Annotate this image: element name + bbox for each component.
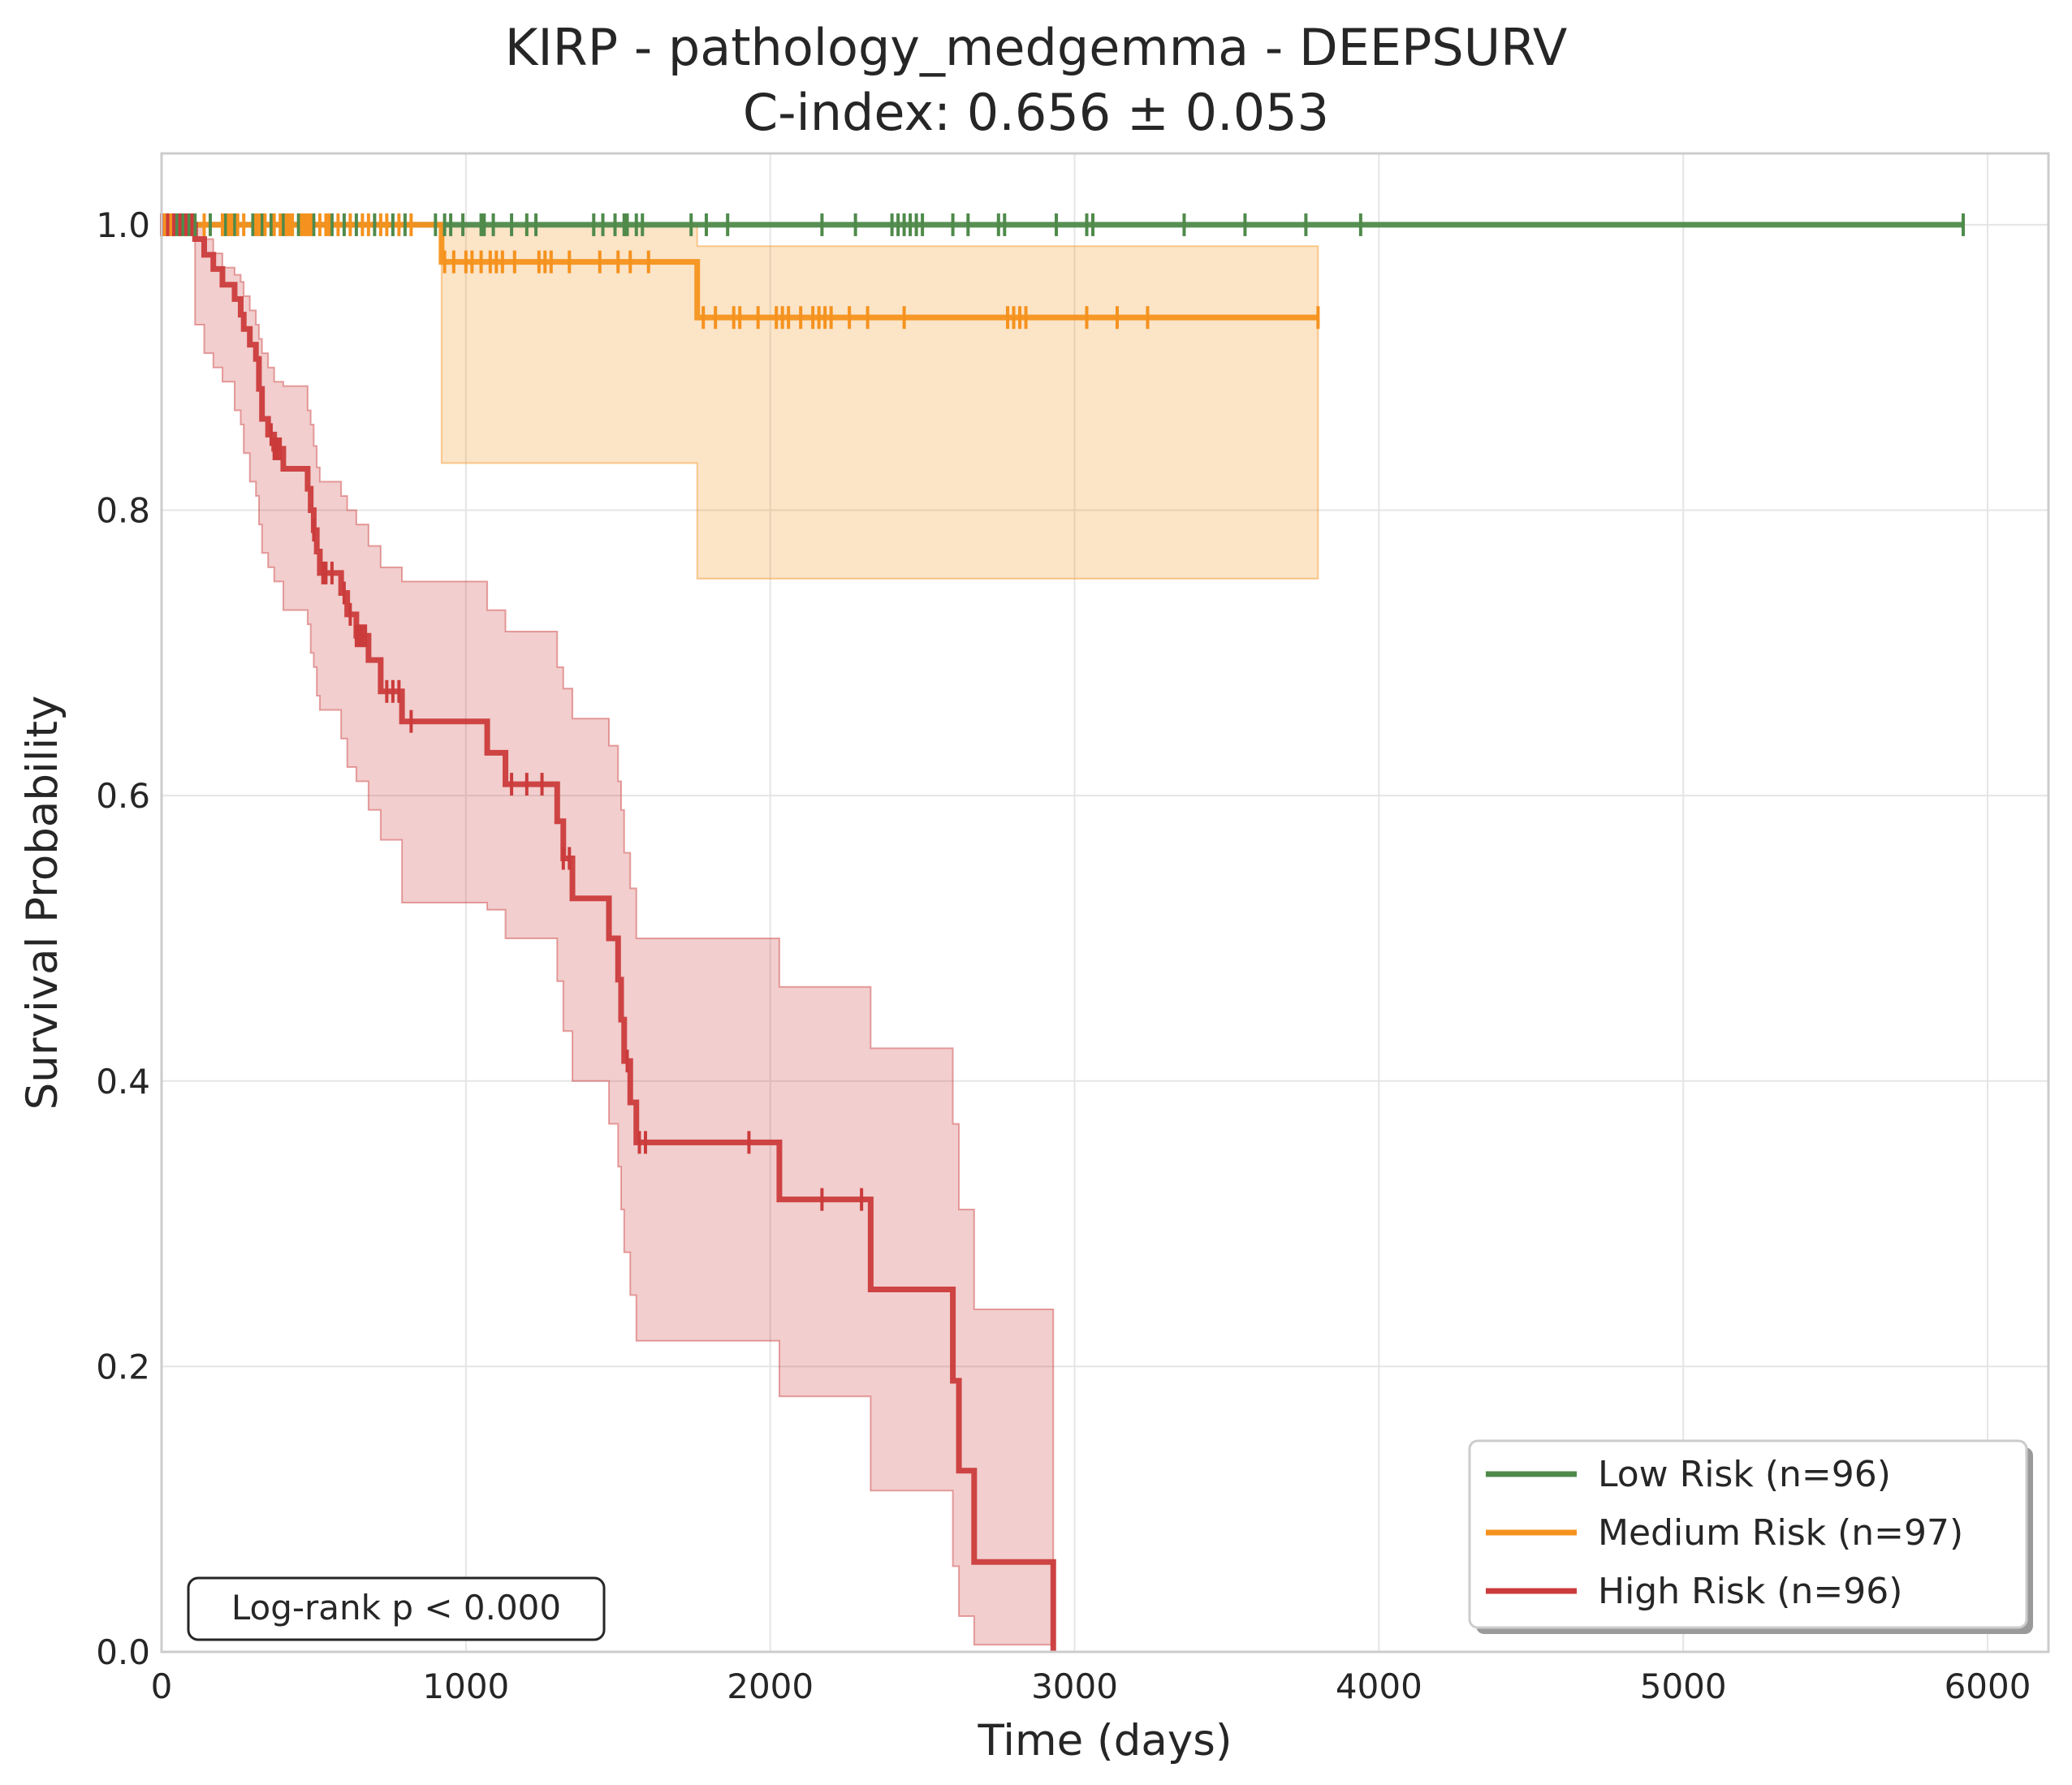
legend-label-medium: Medium Risk (n=97) (1598, 1512, 1963, 1554)
x-tick-label-2: 2000 (727, 1666, 814, 1706)
x-axis-label: Time (days) (977, 1716, 1232, 1766)
legend-label-high: High Risk (n=96) (1598, 1571, 1902, 1612)
x-tick-label-4: 4000 (1336, 1666, 1422, 1706)
plot-frame (160, 152, 2050, 1653)
pvalue-box (187, 1576, 606, 1641)
pvalue-text: Log-rank p < 0.000 (231, 1588, 561, 1628)
y-tick-label-2: 0.4 (96, 1062, 150, 1102)
x-axis-ticks: 0 1000 2000 3000 4000 5000 6000 (151, 1666, 2031, 1706)
chart-title: KIRP - pathology_medgemma - DEEPSURV (505, 18, 1568, 77)
legend: Low Risk (n=96) Medium Risk (n=97) High Ri… (1468, 1439, 2033, 1634)
ci-band-medium (440, 223, 1319, 580)
y-tick-label-4: 0.8 (96, 491, 150, 531)
y-axis-label: Survival Probability (18, 696, 67, 1110)
y-tick-label-1: 0.2 (96, 1347, 150, 1386)
y-tick-label-0: 0.0 (96, 1632, 150, 1672)
pvalue-annotation: Log-rank p < 0.000 (187, 1576, 606, 1641)
y-tick-label-5: 1.0 (96, 205, 150, 245)
chart-subtitle: C-index: 0.656 ± 0.053 (743, 83, 1329, 142)
x-tick-label-3: 3000 (1031, 1666, 1118, 1706)
x-tick-label-0: 0 (151, 1666, 173, 1706)
legend-box (1468, 1439, 2028, 1629)
curve-high (162, 222, 1056, 1652)
x-tick-label-1: 1000 (422, 1666, 509, 1706)
legend-label-low: Low Risk (n=96) (1598, 1454, 1891, 1495)
censor-marks (160, 213, 1966, 1211)
x-tick-label-6: 6000 (1945, 1666, 2031, 1706)
y-tick-label-3: 0.6 (96, 776, 150, 816)
x-tick-label-5: 5000 (1640, 1666, 1727, 1706)
y-axis-ticks: 0.0 0.2 0.4 0.6 0.8 1.0 (96, 205, 150, 1672)
